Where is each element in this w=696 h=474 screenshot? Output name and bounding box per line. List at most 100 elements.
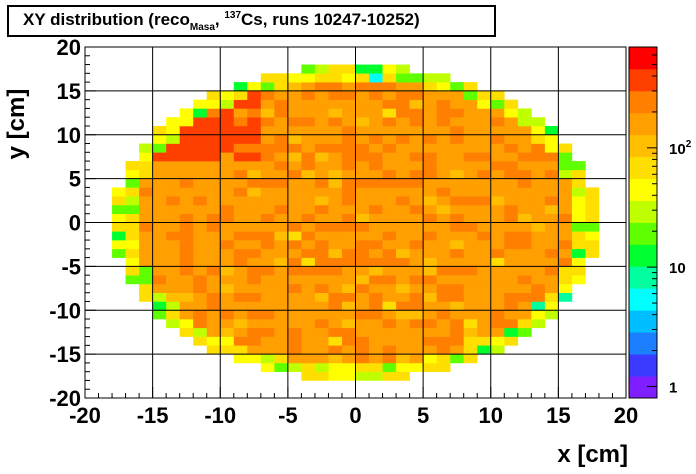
heatmap-cell bbox=[193, 204, 208, 215]
heatmap-cell bbox=[558, 196, 573, 206]
heatmap-cell bbox=[179, 240, 194, 250]
heatmap-cell bbox=[531, 161, 546, 171]
heatmap-cell bbox=[233, 169, 248, 179]
heatmap-cell bbox=[125, 187, 140, 197]
heatmap-cell bbox=[166, 178, 180, 188]
heatmap-cell bbox=[369, 310, 383, 320]
heatmap-cell bbox=[369, 64, 383, 74]
heatmap-cell bbox=[423, 152, 437, 162]
heatmap-cell bbox=[423, 143, 437, 153]
heatmap-cell bbox=[220, 187, 235, 197]
heatmap-cell bbox=[233, 213, 248, 223]
heatmap-cell bbox=[463, 310, 478, 320]
heatmap-cell bbox=[179, 248, 194, 258]
heatmap-cell bbox=[166, 310, 180, 320]
palette-segment bbox=[629, 200, 657, 223]
heatmap-cell bbox=[517, 152, 532, 162]
heatmap-cell bbox=[369, 125, 383, 136]
heatmap-cell bbox=[382, 90, 397, 100]
heatmap-cell bbox=[247, 336, 262, 346]
heatmap-cell bbox=[396, 275, 410, 285]
heatmap-cell bbox=[436, 327, 451, 337]
heatmap-cell bbox=[490, 310, 505, 320]
x-tick-label: 20 bbox=[614, 403, 638, 428]
heatmap-cell bbox=[206, 345, 221, 355]
heatmap-cell bbox=[301, 152, 316, 162]
heatmap-cell bbox=[571, 213, 586, 223]
heatmap-cell bbox=[206, 187, 221, 197]
heatmap-cell bbox=[504, 283, 519, 293]
heatmap-cell bbox=[260, 310, 275, 320]
heatmap-cell bbox=[396, 240, 410, 250]
heatmap-cell bbox=[341, 161, 356, 171]
heatmap-cell bbox=[436, 336, 451, 346]
heatmap-cell bbox=[179, 213, 194, 223]
heatmap-cell bbox=[260, 240, 275, 250]
heatmap-cell bbox=[287, 257, 302, 267]
heatmap-cell bbox=[341, 231, 356, 241]
heatmap-cell bbox=[314, 161, 329, 171]
heatmap-cell bbox=[301, 310, 316, 320]
heatmap-cell bbox=[504, 161, 519, 171]
heatmap-cell bbox=[179, 143, 194, 153]
heatmap-cell bbox=[558, 266, 573, 276]
heatmap-cell bbox=[544, 196, 559, 206]
heatmap-cell bbox=[369, 143, 383, 153]
heatmap-cell bbox=[341, 257, 356, 267]
heatmap-cell bbox=[220, 222, 235, 232]
heatmap-cell bbox=[314, 275, 329, 285]
heatmap-cell bbox=[504, 257, 519, 267]
heatmap-cell bbox=[544, 301, 559, 311]
heatmap-cell bbox=[463, 143, 478, 153]
heatmap-cell bbox=[179, 292, 194, 302]
heatmap-cell bbox=[247, 82, 262, 92]
heatmap-cell bbox=[450, 275, 464, 285]
heatmap-cell bbox=[463, 319, 478, 329]
heatmap-cell bbox=[179, 196, 194, 206]
heatmap-cell bbox=[450, 257, 464, 267]
heatmap-cell bbox=[341, 222, 356, 232]
heatmap-cell bbox=[314, 117, 329, 127]
heatmap-cell bbox=[314, 319, 329, 329]
heatmap-cell bbox=[477, 345, 492, 355]
heatmap-cell bbox=[423, 292, 437, 302]
heatmap-cell bbox=[396, 143, 410, 153]
heatmap-cell bbox=[166, 231, 180, 241]
heatmap-cell bbox=[544, 178, 559, 188]
heatmap-cell bbox=[409, 161, 424, 171]
heatmap-cell bbox=[193, 283, 208, 293]
heatmap-cell bbox=[423, 283, 437, 293]
heatmap-cell bbox=[206, 257, 221, 267]
heatmap-cell bbox=[247, 266, 262, 276]
heatmap-cell bbox=[341, 187, 356, 197]
heatmap-cell bbox=[463, 283, 478, 293]
heatmap-cell bbox=[450, 99, 464, 109]
heatmap-cell bbox=[179, 187, 194, 197]
heatmap-cell bbox=[355, 108, 370, 118]
heatmap-cell bbox=[193, 275, 208, 285]
heatmap-cell bbox=[260, 275, 275, 285]
heatmap-cell bbox=[531, 240, 546, 250]
heatmap-cell bbox=[193, 336, 208, 346]
heatmap-cell bbox=[314, 169, 329, 179]
heatmap-cell bbox=[369, 266, 383, 276]
heatmap-cell bbox=[450, 125, 464, 136]
heatmap-cell bbox=[436, 213, 451, 223]
heatmap-cell bbox=[531, 125, 546, 136]
heatmap-cell bbox=[206, 231, 221, 241]
heatmap-cell bbox=[396, 108, 410, 118]
palette-segment bbox=[629, 68, 657, 92]
heatmap-cell bbox=[233, 222, 248, 232]
palette-labels: 1 10 102 bbox=[669, 139, 692, 397]
heatmap-cell bbox=[409, 108, 424, 118]
heatmap-cell bbox=[314, 240, 329, 250]
heatmap-cell bbox=[220, 213, 235, 223]
heatmap-cell bbox=[206, 152, 221, 162]
heatmap-cell bbox=[341, 266, 356, 276]
heatmap-cell bbox=[287, 152, 302, 162]
heatmap-cell bbox=[193, 240, 208, 250]
heatmap-cell bbox=[328, 319, 343, 329]
heatmap-cell bbox=[301, 108, 316, 118]
heatmap-cell bbox=[220, 134, 235, 144]
heatmap-cell bbox=[274, 283, 289, 293]
